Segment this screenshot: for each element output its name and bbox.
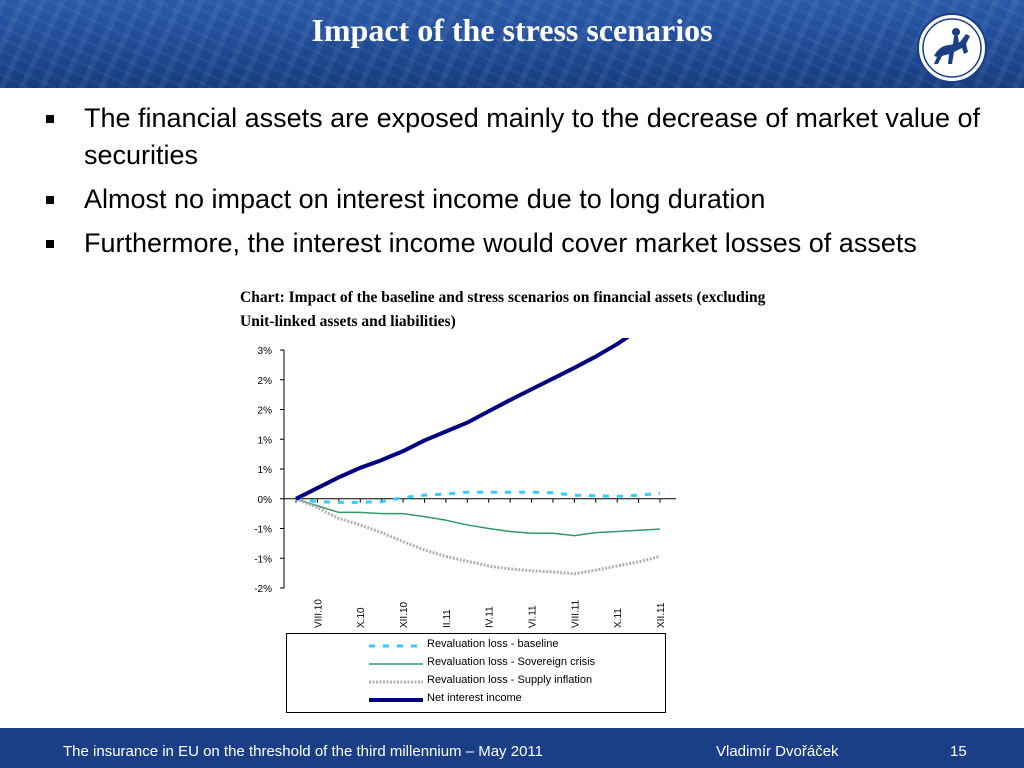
bullet-marker: [46, 196, 54, 204]
chart-area: 3% 2% 2% 1% 1% 0% -1% -1% -2% VIII.10 X.10 XII.10 II…: [240, 316, 690, 628]
x-tick-label: VIII.11: [570, 599, 581, 628]
legend-item: Revaluation loss - baseline: [287, 637, 665, 655]
horse-rider-logo-icon: [917, 13, 987, 83]
bullet-list: The financial assets are exposed mainly …: [40, 100, 1010, 269]
x-tick-label: IV.11: [485, 606, 496, 628]
legend-swatch: [369, 663, 423, 665]
slide-title: Impact of the stress scenarios: [311, 12, 713, 48]
y-tick-label: -1%: [254, 525, 272, 536]
x-tick-label: X.10: [356, 607, 367, 628]
x-tick-label: XII.11: [656, 602, 667, 628]
series-line-4: [295, 316, 661, 501]
line-chart: 3% 2% 2% 1% 1% 0% -1% -1% -2% VIII.10 X.10 XII.10 II…: [254, 316, 676, 628]
slide-footer: The insurance in EU on the threshold of …: [0, 728, 1024, 768]
y-tick-label: 2%: [258, 406, 273, 417]
series-line-2: [295, 498, 661, 537]
legend-item: Revaluation loss - Sovereign crisis: [287, 655, 665, 673]
x-tick-label: X.11: [613, 608, 624, 628]
slide-header: Impact of the stress scenarios: [0, 0, 1024, 88]
legend-label: Revaluation loss - baseline: [427, 638, 559, 650]
y-tick-label: 1%: [258, 435, 273, 446]
legend-swatch: [369, 644, 423, 648]
chart-legend: Revaluation loss - baseline Revaluation l…: [286, 633, 666, 713]
chart-caption: Chart: Impact of the baseline and stress…: [240, 289, 766, 330]
y-tick-label: -2%: [254, 584, 272, 595]
bullet-item: Furthermore, the interest income would c…: [40, 225, 1010, 262]
legend-item: Net interest income: [287, 691, 665, 709]
series-line-1: [295, 490, 661, 504]
legend-swatch: [369, 680, 423, 684]
bullet-text: Furthermore, the interest income would c…: [84, 228, 917, 258]
legend-swatch: [369, 698, 423, 702]
footer-author: Vladimír Dvořáček: [716, 743, 839, 760]
x-tick-label: II.11: [442, 609, 453, 628]
y-tick-label: 0%: [258, 495, 273, 506]
footer-event-title: The insurance in EU on the threshold of …: [63, 743, 543, 760]
bullet-text: The financial assets are exposed mainly …: [84, 103, 980, 170]
bullet-item: Almost no impact on interest income due …: [40, 181, 1010, 218]
y-tick-label: -1%: [254, 554, 272, 565]
y-tick-label: 3%: [258, 346, 273, 357]
bullet-marker: [46, 115, 54, 123]
x-tick-label: XII.10: [399, 601, 410, 628]
series-line-3: [295, 497, 661, 576]
y-tick-label: 1%: [258, 465, 273, 476]
bullet-marker: [46, 240, 54, 248]
legend-item: Revaluation loss - Supply inflation: [287, 673, 665, 691]
header-texture: [0, 0, 1024, 88]
x-tick-label: VI.11: [528, 605, 539, 628]
legend-label: Revaluation loss - Sovereign crisis: [427, 656, 596, 668]
bullet-item: The financial assets are exposed mainly …: [40, 100, 1010, 174]
x-tick-label: VIII.10: [313, 599, 324, 628]
legend-label: Revaluation loss - Supply inflation: [427, 674, 593, 686]
bullet-text: Almost no impact on interest income due …: [84, 184, 766, 214]
page-number: 15: [950, 743, 967, 760]
y-tick-label: 2%: [258, 376, 273, 387]
legend-label: Net interest income: [427, 692, 522, 704]
